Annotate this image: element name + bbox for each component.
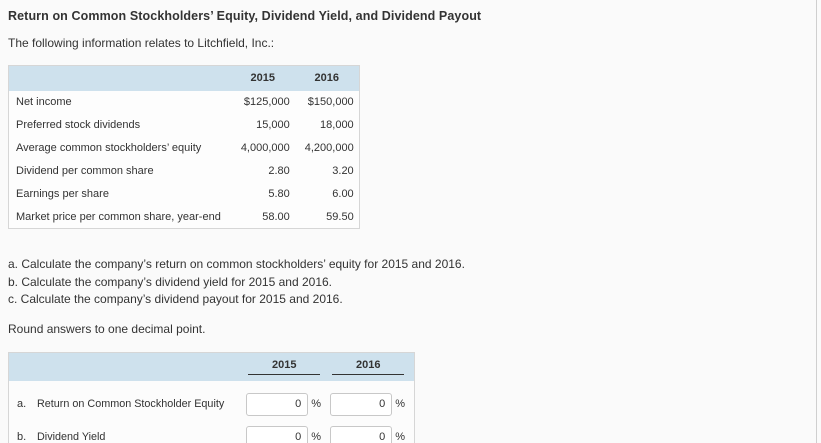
- row-label: Dividend Yield: [37, 431, 106, 443]
- instruction-b: b. Calculate the company’s dividend yiel…: [8, 274, 332, 289]
- info-table: 2015 2016 Net income $125,000 $150,000 P…: [8, 65, 360, 229]
- table-row: Earnings per share 5.80 6.00: [9, 183, 360, 206]
- answer-cell-a-2015: %: [246, 392, 322, 416]
- intro-text: The following information relates to Lit…: [8, 36, 275, 50]
- value-2015: $125,000: [243, 96, 290, 108]
- value-2015: 58.00: [262, 210, 290, 223]
- info-table-corner-cell: [8, 65, 231, 91]
- answer-col-head-2015: 2015: [246, 359, 322, 375]
- row-label: Average common stockholders’ equity: [16, 142, 202, 154]
- row-label: Dividend per common share: [16, 165, 154, 177]
- table-row: Preferred stock dividends 15,000 18,000: [9, 114, 360, 137]
- table-row: Average common stockholders’ equity 4,00…: [9, 137, 360, 160]
- instruction-a: a. Calculate the company’s return on com…: [8, 257, 465, 271]
- value-2016: 4,200,000: [304, 142, 354, 154]
- value-2016: 3.20: [332, 165, 354, 177]
- answer-table-body: a. Return on Common Stockholder Equity %…: [9, 381, 414, 443]
- page-title: Return on Common Stockholders’ Equity, D…: [8, 9, 482, 23]
- table-row: Net income $125,000 $150,000: [9, 91, 360, 114]
- answer-row-b: b. Dividend Yield % %: [15, 421, 406, 443]
- instruction-c: c. Calculate the company’s dividend payo…: [8, 292, 343, 306]
- percent-sign: %: [311, 398, 322, 410]
- table-row: Market price per common share, year-end …: [9, 206, 360, 229]
- answer-input-a-2016[interactable]: [330, 392, 393, 416]
- rounding-note: Round answers to one decimal point.: [8, 321, 206, 336]
- answer-header-2016: 2016: [332, 359, 405, 375]
- value-2016: 59.50: [326, 210, 354, 223]
- row-label: Market price per common share, year-end: [16, 210, 221, 223]
- info-table-header-2015: 2015: [230, 65, 295, 91]
- info-table-header-row: 2015 2016: [8, 65, 360, 91]
- value-2015: 4,000,000: [240, 142, 290, 154]
- info-table-header-2016: 2016: [294, 65, 360, 91]
- value-2015: 2.80: [268, 165, 290, 177]
- row-label: Net income: [16, 96, 72, 108]
- percent-sign: %: [395, 431, 406, 443]
- answer-row-a: a. Return on Common Stockholder Equity %…: [15, 388, 406, 421]
- table-row: Dividend per common share 2.80 3.20: [9, 160, 360, 183]
- answer-col-head-2016: 2016: [330, 359, 406, 375]
- answer-input-b-2015[interactable]: [246, 425, 309, 443]
- answer-table: 2015 2016 a. Return on Common Stockholde…: [8, 351, 416, 443]
- answer-input-b-2016[interactable]: [330, 425, 393, 443]
- percent-sign: %: [311, 431, 322, 443]
- row-letter: a.: [17, 398, 27, 410]
- answer-header-2015: 2015: [248, 359, 321, 375]
- value-2016: 6.00: [332, 188, 354, 200]
- row-label: Preferred stock dividends: [16, 119, 141, 131]
- answer-cell-b-2016: %: [330, 425, 406, 443]
- answer-table-header: 2015 2016: [9, 352, 415, 381]
- answer-cell-a-2016: %: [330, 392, 406, 416]
- instructions: a. Calculate the company’s return on com…: [8, 256, 821, 309]
- value-2015: 5.80: [268, 188, 290, 200]
- value-2016: $150,000: [307, 96, 354, 108]
- answer-input-a-2015[interactable]: [246, 392, 309, 416]
- value-2015: 15,000: [256, 119, 290, 131]
- row-letter: b.: [17, 431, 27, 443]
- row-label: Return on Common Stockholder Equity: [37, 398, 225, 410]
- answer-cell-b-2015: %: [246, 425, 322, 443]
- percent-sign: %: [395, 398, 406, 410]
- value-2016: 18,000: [320, 119, 354, 131]
- row-label: Earnings per share: [16, 188, 109, 200]
- frame-right-border: [816, 0, 817, 443]
